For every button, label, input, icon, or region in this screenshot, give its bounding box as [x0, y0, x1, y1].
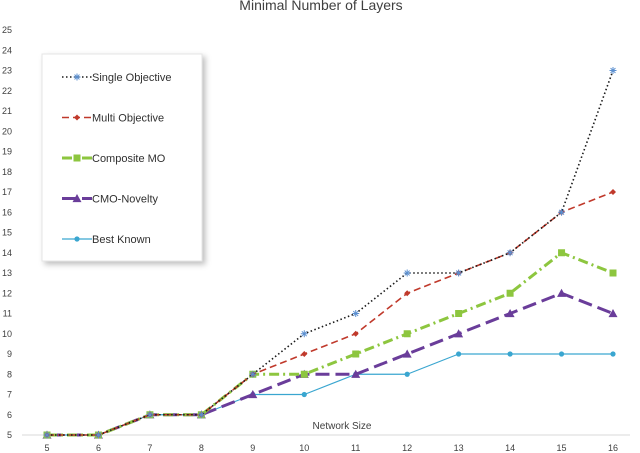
x-tick-label: 7	[147, 443, 152, 453]
x-tick-label: 9	[250, 443, 255, 453]
legend-label: Best Known	[92, 234, 151, 246]
y-tick-label: 16	[2, 207, 12, 217]
data-point-multi-objective	[301, 351, 308, 357]
data-point-cmo-novelty	[402, 349, 412, 358]
data-point-single-objective	[94, 431, 102, 439]
series-line-single-objective	[47, 70, 614, 436]
data-point-composite-mo	[403, 330, 411, 338]
y-tick-label: 6	[7, 410, 12, 420]
y-axis-ticks: 5 6 7 8 9 10 11 12 13 14 15 16 17 18 19 20 21 22 23 24 25	[2, 25, 12, 440]
data-point-best-known	[610, 351, 616, 357]
data-point-best-known	[301, 391, 307, 398]
x-tick-label: 10	[299, 443, 309, 453]
data-point-single-objective	[609, 67, 617, 74]
chart-title: Minimal Number of Layers	[239, 0, 402, 13]
data-point-multi-objective	[610, 189, 616, 195]
series-composite-mo	[43, 249, 617, 439]
data-point-cmo-novelty	[557, 288, 567, 297]
data-point-cmo-novelty	[608, 309, 618, 318]
x-tick-label: 14	[505, 443, 515, 453]
data-point-cmo-novelty	[351, 369, 361, 378]
x-tick-label: 11	[351, 443, 360, 453]
data-point-composite-mo	[300, 370, 308, 378]
legend-marker	[73, 73, 81, 81]
data-point-composite-mo	[352, 350, 360, 358]
x-tick-label: 12	[402, 443, 412, 453]
legend-marker	[74, 114, 80, 121]
data-point-best-known	[507, 351, 513, 357]
x-axis-ticks: 5 6 7 8 9 10 11 12 13 14 15 16	[44, 443, 618, 453]
x-tick-label: 13	[454, 443, 464, 453]
data-point-single-objective	[403, 269, 411, 277]
data-point-composite-mo	[558, 249, 566, 257]
data-point-single-objective	[249, 370, 257, 378]
data-point-composite-mo	[609, 269, 617, 277]
legend-marker	[74, 236, 80, 242]
data-point-single-objective	[146, 411, 154, 419]
data-point-multi-objective	[352, 330, 359, 337]
y-tick-label: 21	[2, 106, 12, 116]
y-tick-label: 11	[3, 309, 12, 319]
y-tick-label: 5	[7, 430, 12, 440]
data-point-cmo-novelty	[454, 329, 464, 338]
y-tick-label: 12	[2, 288, 12, 298]
y-tick-label: 8	[7, 369, 12, 379]
data-point-single-objective	[352, 310, 360, 317]
series-single-objective	[43, 67, 617, 439]
y-tick-label: 20	[2, 126, 12, 136]
legend-item-composite-mo: Composite MO	[62, 153, 166, 165]
legend-marker	[73, 154, 81, 162]
y-tick-label: 19	[2, 147, 12, 157]
y-tick-label: 17	[2, 187, 12, 197]
y-tick-label: 10	[2, 329, 12, 339]
legend-item-best-known: Best Known	[62, 234, 151, 246]
legend: Single Objective Multi Objective Composite…	[41, 53, 203, 262]
series-line-best-known	[47, 353, 613, 436]
legend-item-multi-objective: Multi Objective	[62, 113, 164, 125]
data-point-composite-mo	[455, 310, 463, 317]
y-tick-label: 22	[2, 86, 12, 96]
y-tick-label: 9	[7, 349, 12, 359]
data-point-cmo-novelty	[505, 309, 515, 318]
data-point-best-known	[404, 371, 410, 377]
y-tick-label: 13	[2, 268, 12, 278]
y-tick-label: 23	[2, 66, 12, 76]
data-point-single-objective	[43, 431, 51, 439]
data-point-single-objective	[300, 330, 308, 338]
series-line-composite-mo	[47, 251, 614, 437]
x-tick-label: 8	[199, 443, 204, 453]
x-tick-label: 6	[96, 443, 101, 453]
legend-label: CMO-Novelty	[92, 194, 159, 206]
data-point-best-known	[456, 351, 462, 357]
y-tick-label: 14	[2, 248, 12, 258]
series-line-multi-objective	[47, 191, 614, 436]
x-tick-label: 5	[44, 443, 49, 453]
x-tick-label: 15	[557, 443, 567, 453]
y-tick-label: 24	[2, 45, 12, 55]
data-point-single-objective	[506, 249, 514, 257]
data-point-composite-mo	[506, 289, 514, 297]
data-point-multi-objective	[404, 290, 411, 297]
y-tick-label: 15	[2, 228, 12, 238]
x-tick-label: 16	[608, 443, 618, 453]
data-point-single-objective	[455, 269, 463, 277]
legend-item-cmo-novelty: CMO-Novelty	[62, 194, 159, 206]
legend-label: Multi Objective	[92, 113, 164, 125]
legend-label: Single Objective	[92, 72, 172, 84]
data-point-single-objective	[197, 411, 205, 419]
x-axis-label: Network Size	[313, 421, 372, 432]
y-tick-label: 7	[7, 390, 12, 400]
data-point-single-objective	[558, 208, 566, 216]
legend-marker	[72, 194, 82, 203]
y-tick-label: 25	[2, 25, 12, 35]
data-point-best-known	[558, 351, 565, 357]
series-layer	[42, 67, 618, 439]
data-point-cmo-novelty	[248, 390, 258, 399]
legend-label: Composite MO	[92, 153, 166, 165]
y-tick-label: 18	[2, 167, 12, 177]
legend-item-single-objective: Single Objective	[62, 72, 172, 84]
